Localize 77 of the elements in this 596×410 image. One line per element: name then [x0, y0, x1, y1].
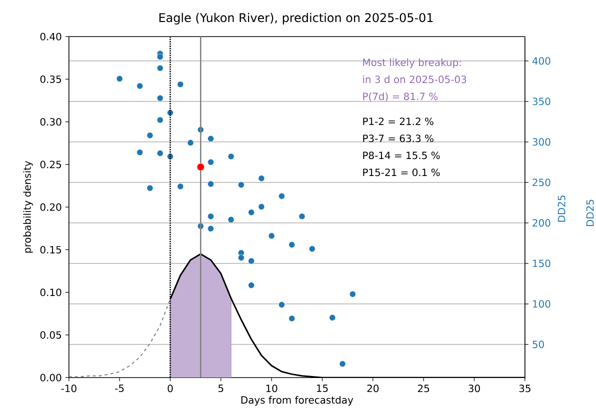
y2-tick-label: 150 [533, 260, 550, 268]
y-tick-label: 0.00 [40, 374, 62, 382]
y-tick-label: 0.25 [40, 160, 62, 168]
y-tick-label: 0.35 [40, 75, 62, 83]
point [208, 213, 214, 220]
y2-tick-label: 300 [532, 138, 550, 146]
annotation: in 3 d on 2025-05-03 [363, 75, 466, 84]
point [156, 65, 164, 72]
y-tick-label: 0.30 [40, 118, 62, 126]
point [156, 150, 164, 156]
y2-axis-title: DD25 [558, 196, 566, 222]
x-tick-label: -5 [115, 384, 124, 392]
line-series [68, 298, 171, 378]
x-tick-label: 5 [218, 384, 224, 392]
y2-tick-label: 200 [532, 219, 550, 227]
point [228, 216, 234, 223]
y-tick-label: 0.20 [40, 203, 62, 211]
point [339, 360, 346, 367]
point [208, 136, 214, 142]
x-tick-label: 35 [519, 384, 530, 392]
y2-tick-label: 350 [532, 98, 550, 106]
point [329, 314, 336, 321]
point [258, 204, 265, 210]
x-tick-label: 15 [317, 384, 328, 392]
annotation: P8-14 = 15.5 % [363, 152, 440, 160]
point [208, 225, 214, 232]
y2-tick-label: 250 [532, 178, 550, 186]
x-tick-label: 25 [418, 384, 430, 392]
y2-tick-label: 50 [532, 340, 544, 348]
point [208, 180, 214, 188]
point [288, 242, 295, 248]
x-tick-label: -10 [61, 384, 76, 392]
point [156, 54, 164, 60]
point [177, 81, 184, 88]
point [258, 175, 265, 182]
y2-tick-label: 100 [533, 300, 550, 308]
point [278, 302, 285, 308]
point [248, 282, 254, 288]
y-tick-label: 0.15 [40, 246, 62, 254]
point [308, 246, 316, 252]
point [278, 193, 285, 200]
point [156, 116, 164, 124]
point [228, 153, 234, 160]
point [298, 213, 306, 220]
annotation: P15-21 = 0.1 % [363, 168, 440, 176]
annotation: P(7d) = 81.7 % [363, 92, 438, 102]
point [248, 258, 254, 264]
point [177, 183, 184, 190]
point [238, 254, 244, 261]
point [136, 82, 143, 90]
x-tick-label: 10 [266, 384, 278, 392]
point [288, 315, 295, 322]
x-tick-label: 0 [168, 384, 173, 392]
annotation: P1-2 = 21.2 % [363, 118, 434, 126]
point [238, 182, 244, 188]
point [187, 140, 194, 146]
y-tick-label: 0.10 [40, 288, 62, 296]
y-axis-title: probability density [23, 160, 33, 253]
annotation: P3-7 = 63.3 % [363, 134, 434, 142]
chart-title: Eagle (Yukon River), prediction on 2025-05-01 [159, 12, 433, 24]
annotation: Most likely breakup: [363, 58, 461, 68]
point [116, 76, 123, 82]
x-axis-title: Days from forecastday [241, 396, 354, 406]
point [349, 291, 356, 298]
point [208, 158, 214, 166]
x-tick-label: 20 [367, 384, 379, 392]
point [268, 232, 275, 239]
point [146, 184, 154, 192]
text: DD25 [586, 200, 594, 226]
y-tick-label: 0.40 [40, 32, 62, 40]
x-tick-label: 30 [468, 384, 480, 392]
point [146, 132, 154, 139]
point [136, 149, 143, 156]
y2-tick-label: 400 [532, 57, 550, 65]
point [156, 95, 164, 102]
point [248, 209, 254, 216]
y-tick-label: 0.05 [40, 331, 62, 339]
